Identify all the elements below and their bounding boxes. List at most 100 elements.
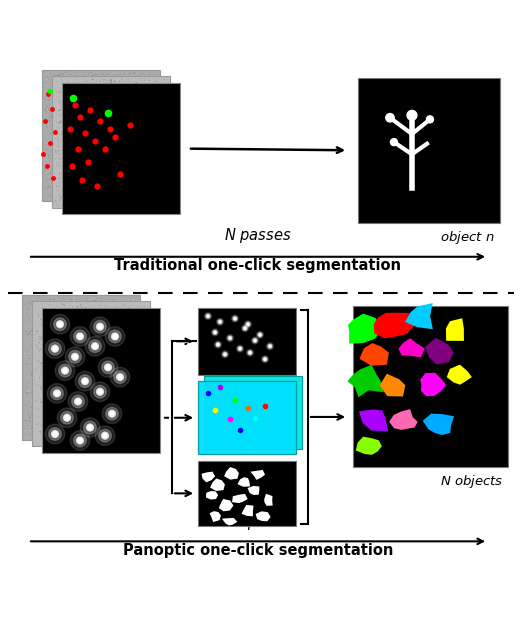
Point: [111, 302, 120, 313]
Point: [96, 403, 104, 413]
Point: [72, 111, 80, 121]
Point: [101, 347, 109, 357]
Point: [132, 379, 140, 390]
Point: [97, 351, 105, 361]
Point: [143, 82, 151, 92]
Point: [116, 106, 125, 116]
Point: [113, 141, 122, 152]
Point: [75, 174, 84, 184]
Point: [131, 136, 139, 146]
Point: [38, 401, 46, 411]
Point: [44, 399, 52, 410]
Point: [128, 159, 136, 169]
Point: [87, 341, 96, 351]
Point: [100, 135, 108, 145]
Point: [61, 93, 69, 103]
Point: [96, 91, 104, 101]
Point: [55, 164, 64, 175]
Point: [31, 340, 40, 350]
Point: [62, 106, 70, 116]
Point: [113, 173, 121, 184]
Point: [148, 187, 157, 198]
Point: [70, 417, 78, 428]
Point: [111, 373, 119, 383]
Point: [143, 168, 151, 178]
Point: [98, 135, 106, 145]
Point: [81, 97, 89, 107]
Point: [71, 416, 79, 426]
Circle shape: [228, 336, 232, 340]
Point: [79, 436, 88, 446]
Point: [112, 393, 120, 403]
Point: [135, 329, 143, 340]
Point: [127, 75, 136, 85]
Point: [81, 127, 89, 137]
Point: [77, 327, 86, 337]
Point: [94, 109, 102, 119]
Point: [42, 427, 51, 437]
Point: [31, 338, 39, 349]
Point: [122, 400, 130, 410]
Point: [89, 97, 98, 107]
Point: [127, 412, 135, 422]
Point: [125, 87, 134, 97]
Point: [149, 125, 158, 135]
Point: [52, 346, 60, 356]
Point: [69, 99, 77, 109]
Point: [136, 320, 144, 331]
Point: [150, 180, 158, 190]
Point: [134, 80, 143, 91]
Point: [65, 107, 74, 117]
Point: [130, 420, 138, 430]
Point: [116, 164, 124, 175]
Point: [29, 297, 37, 307]
Point: [123, 80, 131, 91]
Point: [133, 191, 141, 201]
Point: [44, 304, 52, 314]
Point: [77, 414, 86, 424]
Point: [106, 114, 115, 125]
Point: [40, 300, 48, 310]
Point: [24, 372, 32, 383]
Point: [92, 186, 100, 196]
Point: [116, 401, 124, 411]
Point: [135, 110, 143, 120]
Point: [93, 74, 102, 84]
Point: [105, 333, 113, 343]
Point: [94, 421, 103, 431]
Point: [143, 128, 151, 138]
Point: [88, 116, 97, 126]
Point: [117, 341, 125, 351]
Point: [37, 429, 45, 439]
Point: [145, 87, 153, 98]
Point: [122, 180, 130, 191]
Point: [61, 135, 69, 145]
Point: [106, 141, 114, 152]
Point: [139, 92, 147, 102]
Point: [115, 293, 124, 303]
Point: [104, 146, 112, 156]
Point: [131, 428, 139, 438]
Point: [53, 120, 62, 130]
Point: [115, 162, 124, 173]
Point: [85, 356, 93, 366]
Point: [133, 197, 141, 207]
Point: [48, 370, 56, 381]
Point: [49, 421, 57, 431]
Point: [155, 132, 163, 143]
Point: [74, 186, 82, 196]
Point: [89, 87, 97, 98]
Point: [75, 374, 84, 384]
Point: [48, 358, 56, 369]
Point: [38, 344, 46, 354]
Point: [53, 356, 62, 366]
Point: [68, 85, 77, 96]
Point: [32, 307, 41, 317]
Point: [126, 171, 134, 182]
Point: [40, 417, 49, 427]
Point: [49, 171, 57, 181]
Point: [63, 162, 71, 173]
Point: [65, 191, 74, 202]
Point: [135, 108, 143, 118]
Point: [117, 364, 126, 374]
